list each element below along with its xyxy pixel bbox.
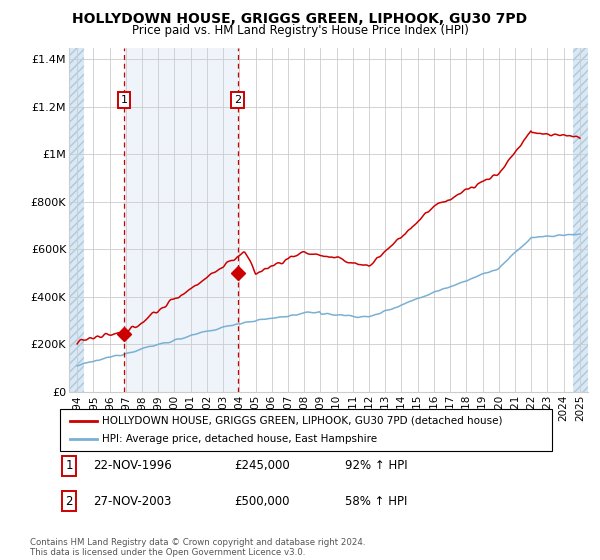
Text: £245,000: £245,000 [234, 459, 290, 473]
Text: 1: 1 [121, 95, 128, 105]
Text: 22-NOV-1996: 22-NOV-1996 [93, 459, 172, 473]
Text: 2: 2 [234, 95, 241, 105]
Text: 58% ↑ HPI: 58% ↑ HPI [345, 494, 407, 508]
Text: 92% ↑ HPI: 92% ↑ HPI [345, 459, 407, 473]
Text: Contains HM Land Registry data © Crown copyright and database right 2024.
This d: Contains HM Land Registry data © Crown c… [30, 538, 365, 557]
Text: 2: 2 [65, 494, 73, 508]
Bar [124, 48, 238, 392]
Text: £500,000: £500,000 [234, 494, 290, 508]
Text: HOLLYDOWN HOUSE, GRIGGS GREEN, LIPHOOK, GU30 7PD (detached house): HOLLYDOWN HOUSE, GRIGGS GREEN, LIPHOOK, … [102, 416, 502, 426]
Text: 1: 1 [65, 459, 73, 473]
Text: HPI: Average price, detached house, East Hampshire: HPI: Average price, detached house, East… [102, 434, 377, 444]
Text: Price paid vs. HM Land Registry's House Price Index (HPI): Price paid vs. HM Land Registry's House … [131, 24, 469, 36]
FancyBboxPatch shape [60, 409, 552, 451]
Text: HOLLYDOWN HOUSE, GRIGGS GREEN, LIPHOOK, GU30 7PD: HOLLYDOWN HOUSE, GRIGGS GREEN, LIPHOOK, … [73, 12, 527, 26]
Text: 27-NOV-2003: 27-NOV-2003 [93, 494, 172, 508]
